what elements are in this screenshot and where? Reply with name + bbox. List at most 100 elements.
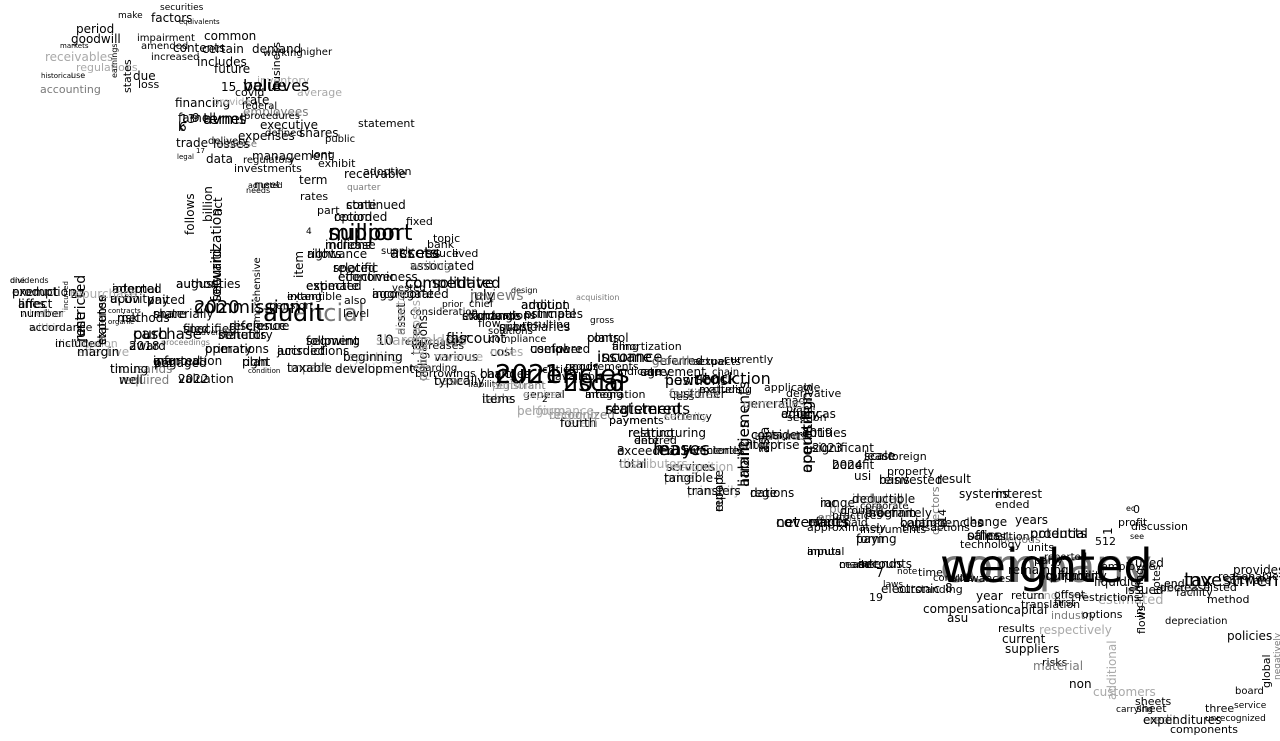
word-2022: 2022	[178, 372, 209, 386]
word-recognized: recognized	[549, 408, 615, 422]
word-july: july	[469, 288, 495, 304]
word-lines: lines	[18, 297, 46, 311]
word-options: options	[1082, 608, 1123, 621]
word-compensation: compensation	[923, 602, 1008, 616]
word-amount: amount	[818, 511, 861, 524]
word-electronic: electronic	[881, 582, 940, 596]
word-industry: industry	[1051, 609, 1097, 622]
word-controls: controls	[933, 573, 973, 584]
word-commission: commission	[194, 297, 301, 318]
word-see: see	[1130, 532, 1144, 541]
word-party: party	[1034, 554, 1064, 567]
word-long: long	[311, 148, 335, 161]
word-leases: leases	[653, 439, 710, 460]
word-basic: basic	[480, 367, 511, 381]
word-reference: reference	[229, 319, 286, 333]
word-allowance: allowance	[307, 247, 367, 261]
word-company: company	[940, 539, 1152, 593]
word-used: used	[1135, 556, 1164, 570]
word-affect: affect	[18, 297, 53, 311]
word-accounting: accounting	[40, 83, 101, 96]
word-changes: changes	[480, 367, 530, 381]
word-taxable: taxable	[287, 361, 332, 375]
word-currencies: currencies	[495, 360, 630, 390]
word-number: number	[20, 307, 63, 320]
word-reported: reported	[1044, 552, 1087, 563]
word-pursuant: pursuant	[829, 502, 883, 516]
word-technology: technology	[960, 538, 1022, 551]
word-assets: assets	[390, 244, 438, 262]
word-restricted: restricted	[73, 275, 89, 342]
word-amended: amended	[141, 41, 188, 52]
word-amounts: amounts	[754, 429, 807, 443]
word-june: june	[73, 312, 89, 343]
word-economic: economic	[338, 270, 396, 284]
word-effectiveness: effectiveness	[338, 270, 418, 284]
word-outstanding: outstanding	[897, 583, 963, 596]
word-recorded: recorded	[334, 210, 387, 224]
word-adopted: adopted	[112, 282, 162, 296]
word-issued: issued	[1125, 583, 1163, 597]
word-paying: paying	[856, 532, 897, 546]
word-section: section	[787, 411, 827, 424]
word-note: note	[897, 567, 918, 577]
word-defined: defined	[265, 128, 303, 139]
word-deductible: deductible	[852, 492, 915, 506]
word-granted: granted	[153, 354, 200, 368]
word-operations: operations	[205, 342, 269, 356]
word-available: available	[555, 370, 605, 383]
word-ranges: ranges	[808, 515, 849, 529]
word-part: part	[317, 204, 340, 217]
word-upon: upon	[110, 292, 140, 306]
word-reduction: reduction	[695, 369, 771, 388]
word-2020: 2020	[194, 297, 240, 318]
word-control: control	[587, 331, 629, 345]
word-laws: laws	[883, 580, 903, 590]
word-plant: plant	[786, 402, 815, 415]
word-term: term	[299, 173, 328, 187]
word-tangible: tangible	[664, 471, 713, 485]
word-paid: paid	[844, 516, 868, 529]
word-conditions: conditions	[1031, 589, 1088, 602]
word-use: use	[71, 71, 85, 80]
word-carrying: carrying	[1116, 705, 1153, 715]
word-lease: lease	[864, 449, 896, 463]
word-shareholders: shareholders	[376, 333, 467, 349]
word-addition: addition	[521, 298, 570, 312]
word-future: future	[214, 62, 250, 76]
word-allowances: allowances	[950, 572, 1011, 585]
word-9: 9	[192, 111, 200, 125]
word-typically: typically	[434, 374, 484, 388]
word-accordance: accordance	[29, 321, 93, 334]
word-authorities: authorities	[176, 277, 241, 291]
word-liability: liability	[468, 380, 501, 390]
word-factors: factors	[151, 11, 192, 25]
word-associated: associated	[410, 259, 474, 273]
word-corporate: corporate	[860, 501, 909, 512]
word-2016: 2016	[563, 369, 624, 397]
word-estimated: estimated	[1098, 593, 1163, 608]
word-1: 1	[1101, 527, 1115, 535]
word-effect: effect	[808, 515, 843, 529]
word-income: income	[597, 348, 652, 366]
word-reasonable: reasonable	[1218, 570, 1279, 583]
word-farnell: farnell	[178, 111, 216, 125]
word-reinvested: reinvested	[879, 473, 942, 487]
word-less: less	[673, 390, 695, 403]
word-general: general	[523, 388, 565, 401]
word-included-2: included	[55, 337, 102, 350]
word-avnet: avnet	[203, 110, 246, 128]
word-table: table	[482, 392, 512, 406]
word-subject: subject	[738, 438, 782, 452]
word-aggregate: aggregate	[372, 287, 434, 301]
word-unrecognized: unrecognized	[1205, 714, 1266, 724]
word-ability: ability	[1159, 581, 1196, 595]
word-valuation: valuation	[178, 372, 234, 386]
word-risk: risk	[117, 311, 139, 325]
word-statement: statement	[358, 117, 415, 130]
word-million: million	[328, 221, 401, 246]
word-expense: expense	[95, 294, 109, 345]
word-financing: financing	[175, 96, 230, 110]
word-exemption: exemption	[12, 285, 76, 299]
word-7: 7	[876, 566, 884, 580]
